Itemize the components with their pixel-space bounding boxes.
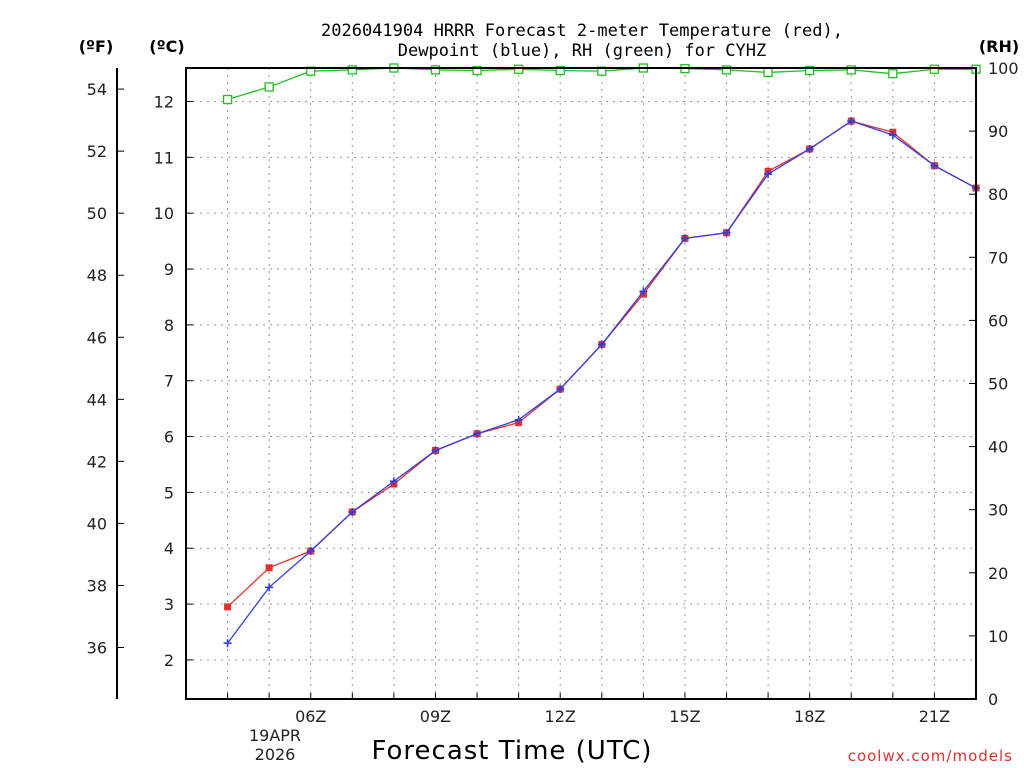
fahrenheit-unit-label: (ºF) xyxy=(79,37,114,56)
rh-point xyxy=(472,65,482,76)
fahrenheit-tick-label: 50 xyxy=(87,204,107,223)
dewpoint-point xyxy=(348,507,357,516)
fahrenheit-tick-label: 54 xyxy=(87,80,107,99)
celsius-tick-label: 4 xyxy=(164,539,174,558)
dewpoint-point xyxy=(265,583,274,592)
dewpoint-point xyxy=(389,477,398,486)
celsius-tick-label: 9 xyxy=(164,260,174,279)
dewpoint-point xyxy=(473,429,482,438)
celsius-tick-label: 7 xyxy=(164,372,174,391)
dewpoint-point xyxy=(514,415,523,424)
rh-tick-label: 100 xyxy=(988,59,1019,78)
tick-labels: 2 3 4 5 6 7 8 9 10 11 12 36 38 40 42 44 46 48 50 52 54 0 10 20 3… xyxy=(87,59,1019,726)
x-tick-label: 21Z xyxy=(919,707,950,726)
rh-tick-label: 50 xyxy=(988,375,1008,394)
rh-point xyxy=(929,64,940,74)
rh-point xyxy=(721,65,732,75)
celsius-tick-label: 10 xyxy=(154,204,174,223)
dewpoint-point xyxy=(431,446,440,455)
dewpoint-point xyxy=(847,117,856,126)
x-tick-label: 12Z xyxy=(545,707,576,726)
credit-text: coolwx.com/models xyxy=(848,747,1013,765)
rh-point xyxy=(846,65,856,75)
dewpoint-point xyxy=(306,547,315,556)
rh-point xyxy=(347,65,357,75)
axes xyxy=(116,67,977,700)
date-label-line2: 2026 xyxy=(255,745,296,764)
chart-title-line2: Dewpoint (blue), RH (green) for CYHZ xyxy=(398,41,766,61)
dewpoint-point xyxy=(223,639,232,648)
dewpoint-point xyxy=(556,385,565,394)
dewpoint-point xyxy=(764,170,773,179)
celsius-tick-label: 8 xyxy=(164,316,174,335)
rh-tick-label: 90 xyxy=(988,122,1008,141)
fahrenheit-tick-label: 46 xyxy=(87,328,107,347)
x-tick-label: 09Z xyxy=(420,707,451,726)
fahrenheit-tick-label: 44 xyxy=(87,390,107,409)
celsius-tick-label: 2 xyxy=(164,651,174,670)
rh-tick-label: 10 xyxy=(988,627,1008,646)
rh-tick-label: 0 xyxy=(988,690,998,709)
rh-tick-label: 70 xyxy=(988,248,1008,267)
rh-point xyxy=(430,65,441,75)
celsius-unit-label: (ºC) xyxy=(149,37,184,56)
rh-tick-label: 80 xyxy=(988,185,1008,204)
rh-tick-label: 30 xyxy=(988,501,1008,520)
rh-point xyxy=(513,64,524,74)
dewpoint-line xyxy=(227,120,977,644)
plot-frame xyxy=(185,67,977,700)
temperature-point xyxy=(224,603,232,611)
dewpoint-point xyxy=(639,287,648,296)
rh-tick-label: 60 xyxy=(988,311,1008,330)
rh-point xyxy=(805,65,815,76)
celsius-tick-label: 3 xyxy=(164,595,174,614)
chart-title-line1: 2026041904 HRRR Forecast 2-meter Tempera… xyxy=(321,21,843,41)
x-tick-label: 18Z xyxy=(794,707,825,726)
rh-unit-label: (RH) xyxy=(979,37,1019,56)
fahrenheit-tick-label: 36 xyxy=(87,639,107,658)
fahrenheit-tick-label: 40 xyxy=(87,514,107,533)
dewpoint-point xyxy=(805,144,814,153)
rh-point xyxy=(888,69,898,79)
x-axis-label: Forecast Time (UTC) xyxy=(371,736,652,766)
fahrenheit-tick-label: 38 xyxy=(87,576,107,595)
date-label-line1: 19APR xyxy=(249,726,301,745)
celsius-tick-label: 11 xyxy=(154,148,174,167)
rh-point xyxy=(264,82,274,92)
celsius-tick-label: 12 xyxy=(154,93,174,112)
rh-point xyxy=(763,67,773,78)
gridlines xyxy=(186,68,976,699)
rh-tick-label: 20 xyxy=(988,564,1008,583)
fahrenheit-tick-label: 42 xyxy=(87,452,107,471)
rh-point xyxy=(555,65,565,76)
rh-tick-label: 40 xyxy=(988,438,1008,457)
fahrenheit-tick-label: 52 xyxy=(87,142,107,161)
celsius-tick-label: 6 xyxy=(164,428,174,447)
dewpoint-point xyxy=(680,234,689,243)
x-tick-label: 06Z xyxy=(295,707,326,726)
dewpoint-point xyxy=(888,131,897,140)
dewpoint-point xyxy=(597,340,606,349)
temperature-point xyxy=(265,564,273,572)
fahrenheit-tick-label: 48 xyxy=(87,266,107,285)
dewpoint-point xyxy=(722,228,731,237)
x-tick-label: 15Z xyxy=(669,707,700,726)
rh-point xyxy=(222,94,233,105)
dewpoint-point xyxy=(930,161,939,170)
celsius-tick-label: 5 xyxy=(164,483,174,502)
